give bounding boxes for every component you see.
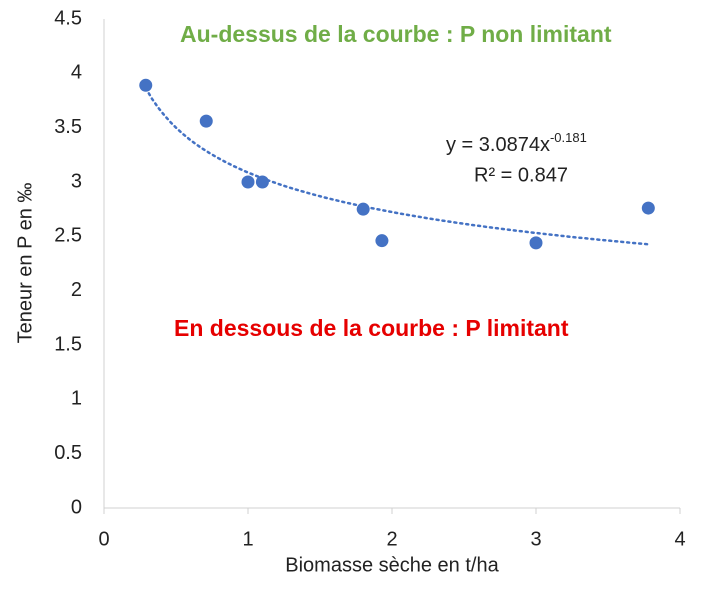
data-point [641,201,655,215]
y-tick-label: 1 [71,388,82,410]
data-point [199,114,213,128]
y-tick-label: 1.5 [54,333,82,355]
y-tick-label: 4 [71,62,82,84]
y-tick-label: 4.5 [54,7,82,29]
annotation-box: En dessous de la courbe : P limitant [174,315,569,341]
trendline-equation: y = 3.0874x-0.181 [446,130,587,156]
x-tick-label: 0 [98,528,109,550]
y-tick-label: 0.5 [54,442,82,464]
x-axis-label: Biomasse sèche en t/ha [285,554,499,576]
y-tick-label: 0 [71,496,82,518]
x-tick-label: 1 [242,528,253,550]
y-axis-label: Teneur en P en ‰ [14,183,36,344]
data-point [241,175,255,189]
data-point [255,175,269,189]
annotation: Au-dessus de la courbe : P non limitant [180,21,612,47]
annotation: En dessous de la courbe : P limitant [174,315,569,341]
y-tick-label: 2 [71,279,82,301]
trendline-r-squared: R² = 0.847 [474,164,568,186]
equation-text: y = 3.0874x [446,134,550,156]
x-tick-label: 4 [674,528,685,550]
trendline [144,86,650,246]
data-point [139,78,153,92]
y-tick-label: 2.5 [54,225,82,247]
y-tick-label: 3.5 [54,116,82,138]
x-tick-label: 3 [530,528,541,550]
data-point [375,234,389,248]
data-point [529,236,543,250]
annotation-box: Au-dessus de la courbe : P non limitant [180,21,612,47]
x-tick-label: 2 [386,528,397,550]
equation-exponent: -0.181 [550,130,587,145]
data-point [356,202,370,216]
y-tick-label: 3 [71,170,82,192]
